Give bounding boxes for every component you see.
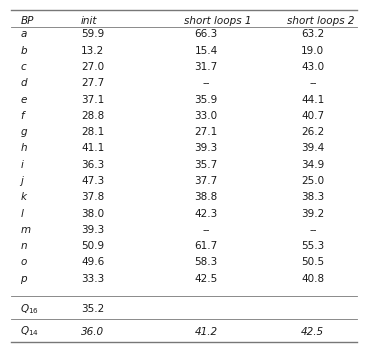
Text: 27.0: 27.0 <box>81 62 104 72</box>
Text: 25.0: 25.0 <box>301 176 324 186</box>
Text: 40.7: 40.7 <box>301 111 324 121</box>
Text: 44.1: 44.1 <box>301 95 325 105</box>
Text: 36.3: 36.3 <box>81 160 104 170</box>
Text: 39.3: 39.3 <box>194 144 218 153</box>
Text: l: l <box>20 209 23 218</box>
Text: --: -- <box>309 78 316 88</box>
Text: p: p <box>20 274 27 284</box>
Text: $Q_{14}$: $Q_{14}$ <box>20 325 39 338</box>
Text: 42.3: 42.3 <box>194 209 218 218</box>
Text: e: e <box>20 95 26 105</box>
Text: 15.4: 15.4 <box>194 46 218 55</box>
Text: 37.8: 37.8 <box>81 192 104 202</box>
Text: o: o <box>20 257 26 267</box>
Text: short loops 2: short loops 2 <box>287 16 354 26</box>
Text: 55.3: 55.3 <box>301 241 325 251</box>
Text: b: b <box>20 46 27 55</box>
Text: 19.0: 19.0 <box>301 46 324 55</box>
Text: 28.1: 28.1 <box>81 127 104 137</box>
Text: 49.6: 49.6 <box>81 257 104 267</box>
Text: 38.3: 38.3 <box>301 192 325 202</box>
Text: short loops 1: short loops 1 <box>184 16 251 26</box>
Text: i: i <box>20 160 23 170</box>
Text: 41.1: 41.1 <box>81 144 104 153</box>
Text: 27.1: 27.1 <box>194 127 218 137</box>
Text: init: init <box>81 16 98 26</box>
Text: j: j <box>20 176 23 186</box>
Text: 63.2: 63.2 <box>301 29 325 39</box>
Text: c: c <box>20 62 26 72</box>
Text: 26.2: 26.2 <box>301 127 325 137</box>
Text: m: m <box>20 225 31 235</box>
Text: 59.9: 59.9 <box>81 29 104 39</box>
Text: 43.0: 43.0 <box>301 62 324 72</box>
Text: 61.7: 61.7 <box>194 241 218 251</box>
Text: 33.3: 33.3 <box>81 274 104 284</box>
Text: 13.2: 13.2 <box>81 46 104 55</box>
Text: 39.4: 39.4 <box>301 144 325 153</box>
Text: 42.5: 42.5 <box>301 326 324 337</box>
Text: 28.8: 28.8 <box>81 111 104 121</box>
Text: a: a <box>20 29 26 39</box>
Text: 38.8: 38.8 <box>194 192 218 202</box>
Text: 33.0: 33.0 <box>195 111 217 121</box>
Text: 35.9: 35.9 <box>194 95 218 105</box>
Text: --: -- <box>202 78 210 88</box>
Text: --: -- <box>309 225 316 235</box>
Text: 39.3: 39.3 <box>81 225 104 235</box>
Text: 42.5: 42.5 <box>194 274 218 284</box>
Text: 47.3: 47.3 <box>81 176 104 186</box>
Text: BP: BP <box>20 16 33 26</box>
Text: $Q_{16}$: $Q_{16}$ <box>20 302 39 316</box>
Text: 39.2: 39.2 <box>301 209 325 218</box>
Text: 27.7: 27.7 <box>81 78 104 88</box>
Text: 37.1: 37.1 <box>81 95 104 105</box>
Text: h: h <box>20 144 27 153</box>
Text: 37.7: 37.7 <box>194 176 218 186</box>
Text: n: n <box>20 241 27 251</box>
Text: 35.7: 35.7 <box>194 160 218 170</box>
Text: 66.3: 66.3 <box>194 29 218 39</box>
Text: 38.0: 38.0 <box>81 209 104 218</box>
Text: 41.2: 41.2 <box>195 326 217 337</box>
Text: 34.9: 34.9 <box>301 160 325 170</box>
Text: 50.9: 50.9 <box>81 241 104 251</box>
Text: 35.2: 35.2 <box>81 304 104 314</box>
Text: 50.5: 50.5 <box>301 257 324 267</box>
Text: k: k <box>20 192 26 202</box>
Text: 36.0: 36.0 <box>81 326 104 337</box>
Text: 58.3: 58.3 <box>194 257 218 267</box>
Text: d: d <box>20 78 27 88</box>
Text: 31.7: 31.7 <box>194 62 218 72</box>
Text: --: -- <box>202 225 210 235</box>
Text: f: f <box>20 111 24 121</box>
Text: g: g <box>20 127 27 137</box>
Text: 40.8: 40.8 <box>301 274 324 284</box>
